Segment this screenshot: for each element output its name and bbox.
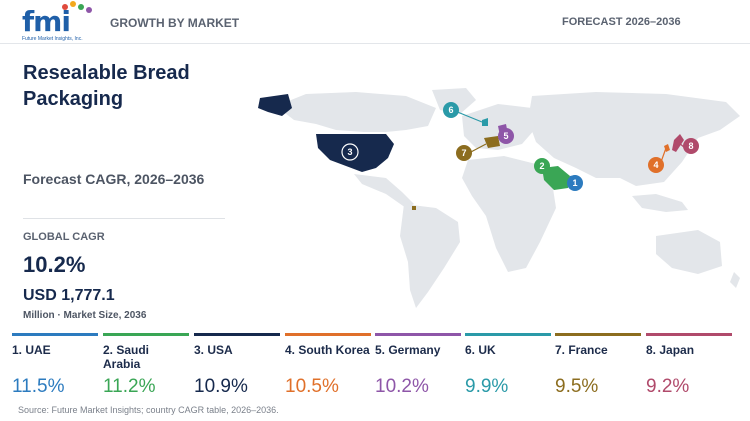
- card-cagr-value: 9.9%: [465, 376, 509, 397]
- marker-france-label: 7: [461, 148, 466, 158]
- card-country-name: 4. South Korea: [285, 343, 370, 357]
- marker-south-korea[interactable]: 4: [648, 157, 664, 173]
- card-accent-bar: [285, 333, 371, 336]
- card-country-name: 3. USA: [194, 343, 233, 357]
- global-cagr-label: GLOBAL CAGR: [23, 231, 105, 243]
- country-cards: 1. UAE 11.5% 2. Saudi Arabia 11.2% 3. US…: [12, 333, 750, 403]
- card-country-name: 7. France: [555, 343, 608, 357]
- card-accent-bar: [646, 333, 732, 336]
- land-greenland: [432, 88, 476, 114]
- card-accent-bar: [465, 333, 551, 336]
- country-card-uae[interactable]: 1. UAE 11.5%: [12, 333, 98, 403]
- page-title: Resealable Bread Packaging: [23, 62, 190, 110]
- card-cagr-value: 9.5%: [555, 376, 599, 397]
- card-country-name: 8. Japan: [646, 343, 695, 357]
- divider: [23, 218, 225, 219]
- card-country-name: 6. UK: [465, 343, 496, 357]
- highlight-alaska: [258, 94, 292, 116]
- highlight-caribbean: [412, 206, 416, 210]
- card-country-name: 5. Germany: [375, 343, 441, 357]
- card-accent-bar: [375, 333, 461, 336]
- country-card-france[interactable]: 7. France 9.5%: [555, 333, 641, 403]
- marker-south-korea-label: 4: [653, 160, 658, 170]
- highlight-japan: [672, 134, 684, 152]
- marker-uk[interactable]: 6: [443, 102, 459, 118]
- country-card-germany[interactable]: 5. Germany 10.2%: [375, 333, 461, 403]
- world-landmass: [276, 88, 740, 308]
- country-card-japan[interactable]: 8. Japan 9.2%: [646, 333, 732, 403]
- header-bar: fmi Future Market Insights, Inc. GROWTH …: [0, 0, 750, 44]
- highlight-uk: [482, 118, 488, 126]
- card-country-name: 1. UAE: [12, 343, 51, 357]
- fmi-logo[interactable]: fmi Future Market Insights, Inc.: [22, 1, 92, 42]
- land-se-asia: [632, 194, 688, 212]
- card-accent-bar: [12, 333, 98, 336]
- marker-germany-label: 5: [503, 131, 508, 141]
- marker-saudi-arabia-label: 2: [539, 161, 544, 171]
- global-cagr-value: 10.2%: [23, 252, 86, 277]
- card-accent-bar: [103, 333, 189, 336]
- card-cagr-value: 10.2%: [375, 376, 429, 397]
- marker-usa-label: 3: [347, 147, 352, 157]
- marker-usa[interactable]: 3: [341, 143, 359, 161]
- leader-uk: [454, 110, 483, 123]
- logo-letters: fmi: [22, 5, 71, 38]
- card-accent-bar: [555, 333, 641, 336]
- rank-markers: 3 6 5 7 2 1 4 8: [341, 102, 699, 191]
- land-australia: [656, 230, 722, 274]
- land-africa: [462, 156, 556, 272]
- marker-japan[interactable]: 8: [683, 138, 699, 154]
- land-north-america: [276, 92, 436, 132]
- card-cagr-value: 10.5%: [285, 376, 339, 397]
- marker-uae[interactable]: 1: [567, 175, 583, 191]
- marker-germany[interactable]: 5: [498, 128, 514, 144]
- logo-subtitle: Future Market Insights, Inc.: [22, 36, 83, 42]
- marker-uae-label: 1: [572, 178, 577, 188]
- marker-france[interactable]: 7: [456, 145, 472, 161]
- header-forecast-label: FORECAST 2026–2036: [562, 16, 681, 28]
- world-map: 3 6 5 7 2 1 4 8: [258, 88, 740, 308]
- highlight-saudi-arabia: [542, 166, 570, 190]
- highlight-france: [484, 136, 500, 148]
- land-central-america: [354, 174, 414, 208]
- marker-japan-label: 8: [688, 141, 693, 151]
- header-section-label: GROWTH BY MARKET: [110, 16, 240, 30]
- market-size-value: USD 1,777.1: [23, 287, 115, 304]
- card-cagr-value: 11.5%: [12, 376, 65, 397]
- country-card-saudi-arabia[interactable]: 2. Saudi Arabia 11.2%: [103, 333, 189, 403]
- card-cagr-value: 9.2%: [646, 376, 690, 397]
- card-cagr-value: 11.2%: [103, 376, 156, 397]
- land-south-america: [400, 204, 460, 308]
- country-card-south-korea[interactable]: 4. South Korea 10.5%: [285, 333, 371, 403]
- country-card-usa[interactable]: 3. USA 10.9%: [194, 333, 280, 403]
- forecast-subtitle: Forecast CAGR, 2026–2036: [23, 171, 205, 187]
- marker-uk-label: 6: [448, 105, 453, 115]
- card-cagr-value: 10.9%: [194, 376, 248, 397]
- marker-saudi-arabia[interactable]: 2: [534, 158, 550, 174]
- land-asia: [528, 92, 740, 186]
- land-new-zealand: [730, 272, 740, 288]
- source-note: Source: Future Market Insights; country …: [18, 405, 279, 415]
- card-accent-bar: [194, 333, 280, 336]
- country-card-uk[interactable]: 6. UK 9.9%: [465, 333, 551, 403]
- card-country-name: 2. Saudi Arabia: [103, 343, 150, 371]
- market-size-label: Million · Market Size, 2036: [23, 310, 147, 321]
